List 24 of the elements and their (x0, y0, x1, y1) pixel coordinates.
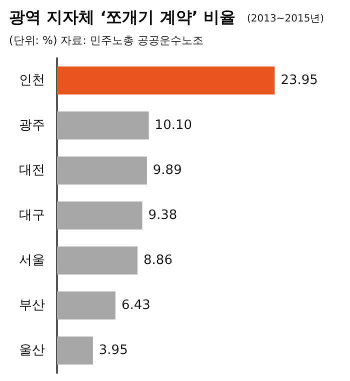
y-tick-label: 인천 (19, 73, 45, 88)
bar (57, 292, 116, 320)
data-label: 9.38 (148, 208, 178, 223)
bar (57, 246, 138, 274)
data-label: 3.95 (98, 343, 128, 358)
bar (57, 202, 142, 230)
y-tick-label: 대전 (19, 163, 45, 178)
y-tick-label: 울산 (19, 343, 45, 358)
chart-subtitle: (2013~2015년) (247, 14, 324, 24)
data-label: 9.89 (152, 163, 182, 178)
chart-title: 광역 지자체 ‘쪼개기 계약’ 비율 (9, 8, 236, 26)
bar (57, 112, 149, 140)
bar (57, 336, 93, 364)
data-label: 6.43 (121, 298, 150, 313)
data-label: 23.95 (280, 73, 318, 88)
y-tick-label: 서울 (19, 253, 45, 268)
data-label: 10.10 (154, 118, 192, 133)
text: (단위: %) 자료: 민주노총 공공운수노조 (9, 34, 204, 47)
y-tick-label: 광주 (19, 118, 45, 133)
bar (57, 156, 147, 184)
bar (57, 66, 275, 94)
y-tick-label: 대구 (19, 208, 45, 223)
y-tick-label: 부산 (19, 298, 45, 313)
data-label: 8.86 (144, 253, 172, 268)
